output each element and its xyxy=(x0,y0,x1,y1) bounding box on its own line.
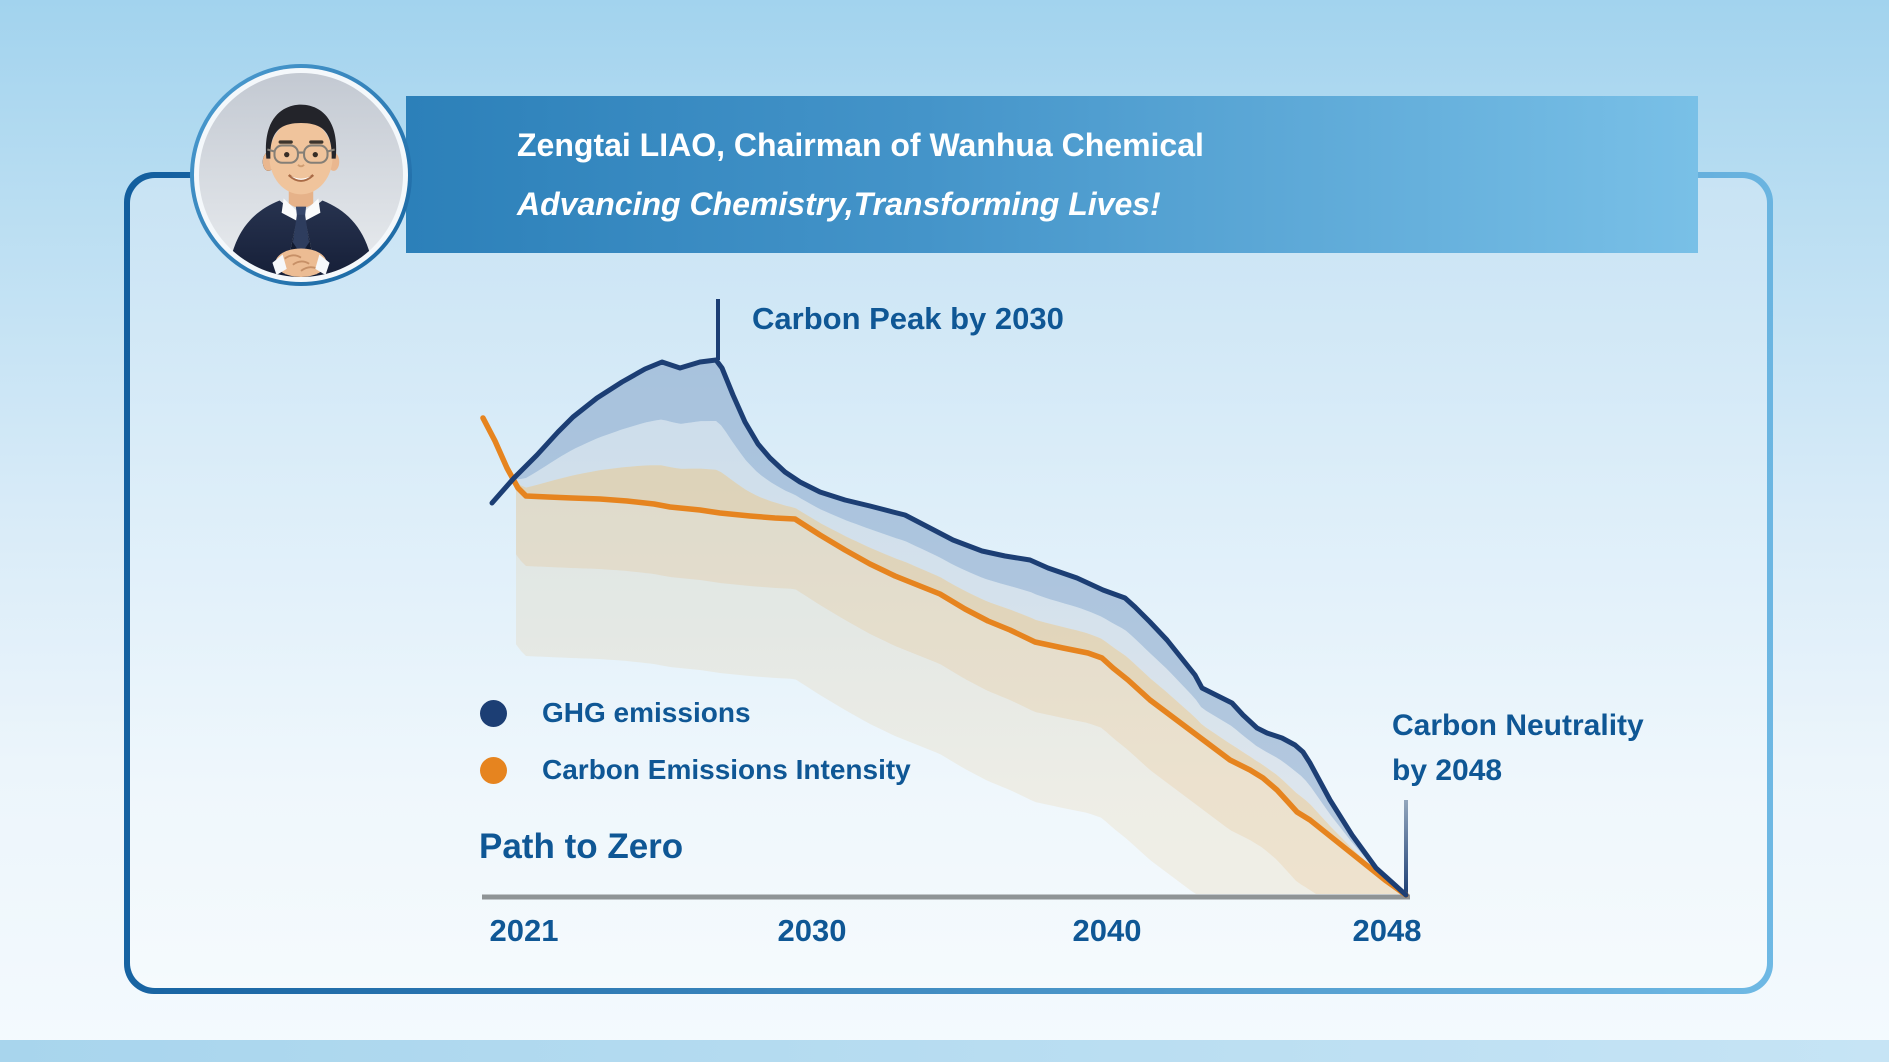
company-slogan: Advancing Chemistry,Transforming Lives! xyxy=(517,186,1161,222)
x-tick-label-2040: 2040 xyxy=(1072,913,1142,948)
content-frame xyxy=(130,178,1767,988)
legend-item-1: Carbon Emissions Intensity xyxy=(480,754,911,785)
legend-dot-icon xyxy=(480,699,507,727)
x-tick-label-2048: 2048 xyxy=(1352,913,1422,948)
portrait-illustration xyxy=(199,73,403,277)
legend-item-0: GHG emissions xyxy=(480,697,911,728)
content-frame-border xyxy=(124,172,1773,994)
footer-strip xyxy=(0,1040,1889,1062)
speaker-portrait xyxy=(190,64,412,286)
x-tick-label-2021: 2021 xyxy=(489,913,559,948)
x-tick-label-2030: 2030 xyxy=(777,913,847,948)
carbon-peak-text: Carbon Peak by 2030 xyxy=(752,301,1064,336)
carbon-peak-annotation: Carbon Peak by 2030 xyxy=(752,302,1064,336)
carbon-neutrality-text-line1: Carbon Neutrality xyxy=(1392,709,1644,742)
carbon-neutrality-annotation: Carbon Neutrality by 2048 xyxy=(1392,703,1644,793)
legend-dot-icon xyxy=(480,756,507,784)
legend: GHG emissions Carbon Emissions Intensity xyxy=(480,697,911,813)
legend-label: Carbon Emissions Intensity xyxy=(542,754,911,785)
header-banner: Zengtai LIAO, Chairman of Wanhua Chemica… xyxy=(406,96,1698,253)
portrait-photo xyxy=(199,73,403,277)
chart-title: Path to Zero xyxy=(479,827,684,866)
x-axis-labels: 2021 2030 2040 2048 xyxy=(0,913,1889,949)
carbon-neutrality-text-line2: by 2048 xyxy=(1392,754,1503,787)
legend-label: GHG emissions xyxy=(542,697,751,728)
speaker-name-title: Zengtai LIAO, Chairman of Wanhua Chemica… xyxy=(517,127,1204,163)
